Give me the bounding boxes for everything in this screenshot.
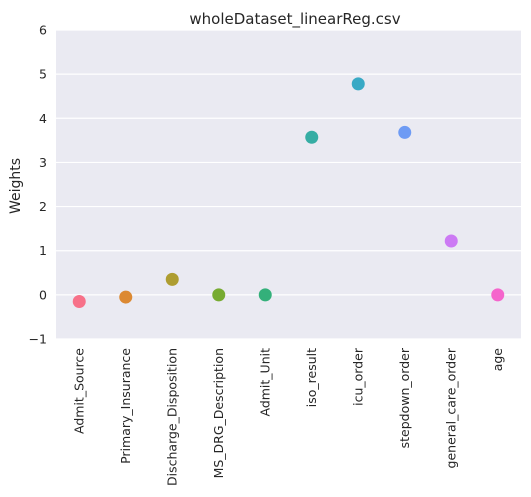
y-tick-labels: −1 0 1 2 3 4 5 6 — [29, 23, 47, 347]
data-point — [119, 290, 133, 304]
data-points — [72, 77, 505, 308]
y-tick-label: 2 — [39, 199, 47, 214]
x-tick-label: Discharge_Disposition — [164, 348, 179, 486]
y-tick-label: 0 — [39, 287, 47, 302]
x-tick-label: iso_result — [304, 348, 319, 407]
y-tick-label: 1 — [39, 243, 47, 258]
data-point — [212, 288, 226, 302]
data-point — [165, 272, 179, 286]
y-axis-label: Weights — [8, 158, 24, 214]
gridlines — [56, 29, 521, 340]
data-point — [72, 294, 86, 308]
data-point — [491, 288, 505, 302]
x-tick-label: Primary_Insurance — [118, 348, 133, 464]
x-tick-label: stepdown_order — [397, 347, 412, 448]
plot-background — [56, 30, 521, 339]
plot-area — [56, 30, 521, 339]
x-tick-label: icu_order — [350, 347, 365, 406]
y-tick-label: 6 — [39, 23, 47, 38]
chart-title: wholeDataset_linearReg.csv — [189, 10, 400, 29]
data-point — [351, 77, 365, 91]
y-tick-label: 4 — [39, 111, 47, 126]
data-point — [258, 288, 272, 302]
x-tick-labels: Admit_Source Primary_Insurance Discharge_D… — [71, 347, 505, 486]
x-tick-label: MS_DRG_Description — [211, 348, 226, 478]
y-tick-label: −1 — [29, 332, 47, 347]
x-tick-label: Admit_Source — [71, 348, 86, 434]
x-tick-label: age — [490, 348, 505, 372]
y-tick-label: 5 — [39, 67, 47, 82]
y-tick-label: 3 — [39, 155, 47, 170]
x-tick-label: Admit_Unit — [257, 348, 272, 417]
data-point — [444, 234, 458, 248]
data-point — [398, 125, 412, 139]
data-point — [305, 130, 319, 144]
x-tick-label: general_care_order — [443, 347, 458, 468]
